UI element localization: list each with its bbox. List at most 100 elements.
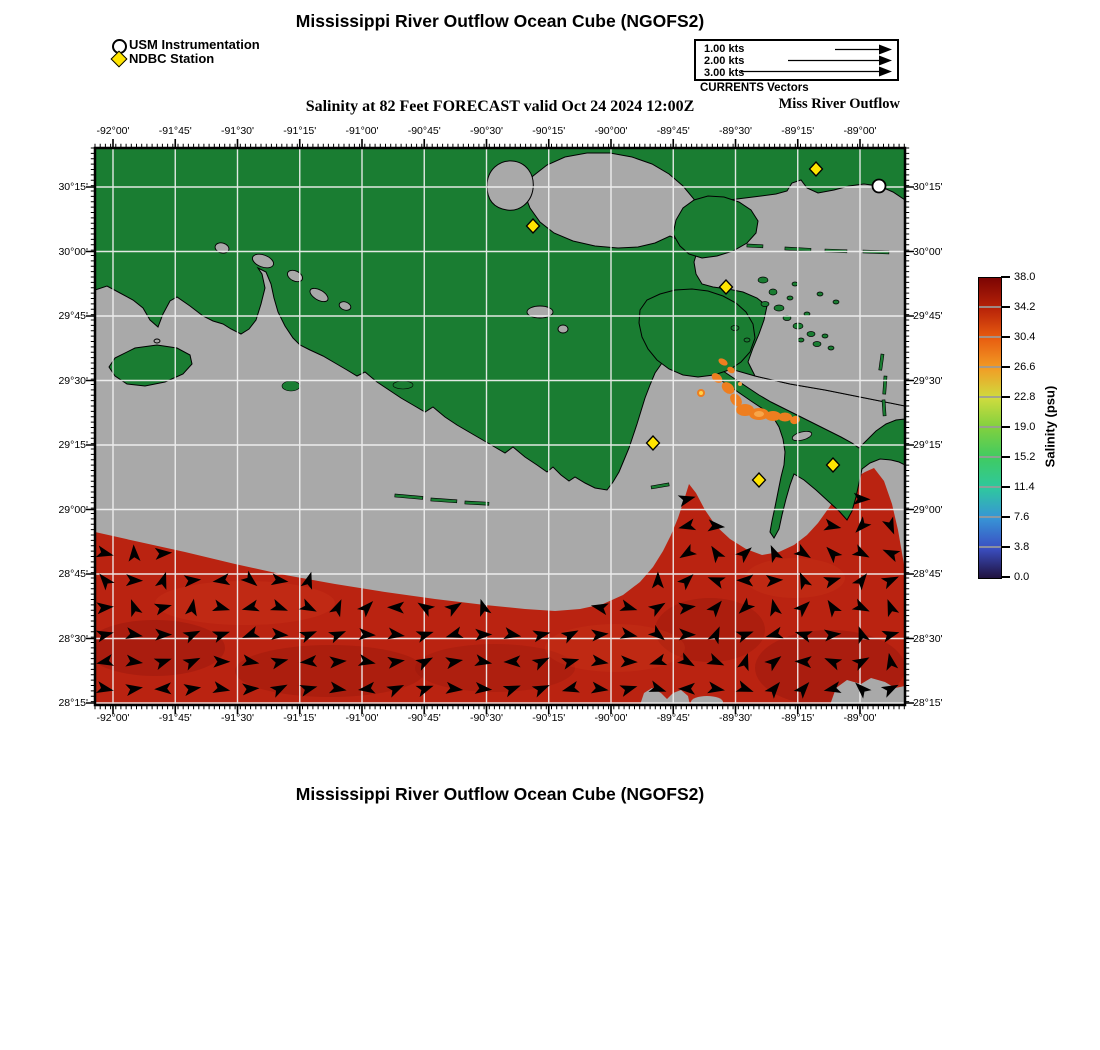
current-vector-icon	[96, 602, 114, 615]
current-vector-icon	[735, 547, 752, 564]
current-vector-icon	[154, 682, 172, 695]
colorbar-level-line	[979, 336, 1001, 338]
x-tick-label-bottom: -92°00'	[96, 712, 130, 724]
y-tick-label-left: 29°30'	[58, 374, 88, 387]
current-vector-icon	[880, 684, 899, 698]
y-tick-label-left: 28°45'	[58, 568, 88, 580]
current-vector-icon	[357, 601, 374, 618]
currents-legend-rows: 1.00 kts 2.00 kts 3.00 kts	[696, 41, 897, 79]
colorbar-tick	[1001, 516, 1010, 518]
lake-maurepas	[486, 160, 534, 211]
current-vector-icon	[270, 657, 289, 670]
y-tick-label-right: 28°30'	[913, 632, 943, 645]
region-label: Miss River Outflow	[778, 96, 900, 112]
current-vector-icon	[128, 544, 141, 562]
x-tick-label-bottom: -91°45'	[158, 712, 192, 724]
current-vector-icon	[887, 599, 900, 618]
x-tick-label-bottom: -90°00'	[594, 712, 628, 724]
x-tick-label-top: -89°15'	[781, 125, 815, 137]
current-vector-icon	[153, 603, 172, 616]
current-vector-icon	[182, 657, 201, 671]
colorbar-tick	[1001, 456, 1010, 458]
figure-title: Mississippi River Outflow Ocean Cube (NG…	[295, 11, 705, 31]
colorbar-level-line	[979, 426, 1001, 428]
usm-legend-label: USM Instrumentation	[129, 37, 260, 52]
biloxi-marsh-islets	[730, 276, 840, 351]
current-vector-icon	[212, 681, 231, 694]
marsh-island	[108, 344, 193, 387]
current-vector-icon	[415, 685, 434, 698]
colorbar-tick	[1001, 546, 1010, 548]
ndbc-station-marker	[825, 457, 841, 473]
x-tick-label-bottom: -91°30'	[220, 712, 255, 724]
x-tick-label-bottom: -90°45'	[407, 712, 441, 724]
current-vector-icon	[827, 599, 842, 618]
current-vector-icon	[648, 680, 667, 692]
axis-minor-ticks	[90, 143, 910, 710]
ndbc-station-marker	[718, 279, 734, 295]
current-vector-icon	[182, 630, 201, 644]
current-vector-icon	[707, 577, 726, 589]
current-vector-icon	[764, 656, 782, 672]
current-vector-icon	[213, 655, 231, 668]
current-vector-icon	[99, 573, 115, 591]
x-tick-label-top: -91°45'	[158, 125, 192, 137]
colorbar-axis-label: Salinity (psu)	[1042, 385, 1058, 468]
current-vector-icon	[269, 598, 288, 611]
current-vector-icon	[823, 518, 842, 531]
current-vector-icon	[242, 683, 260, 696]
x-tick-label-bottom: -89°00'	[843, 712, 877, 724]
current-vector-icon	[678, 518, 697, 531]
current-vector-icon	[706, 600, 722, 618]
current-vector-icon	[881, 630, 900, 643]
current-vector-icon	[444, 602, 462, 617]
y-tick-label-right: 28°45'	[913, 568, 943, 580]
colorbar-tick-label: 22.8	[1014, 391, 1036, 403]
current-vector-icon	[619, 685, 638, 697]
current-vector-icon	[298, 598, 317, 612]
colorbar-tick-label: 3.8	[1014, 541, 1030, 553]
current-vector-icon	[183, 575, 202, 588]
x-tick-label-top: -89°00'	[843, 125, 877, 137]
current-vector-icon	[770, 545, 784, 564]
colorbar-tick-label: 30.4	[1014, 331, 1036, 343]
current-vector-icon	[445, 657, 464, 670]
current-vector-icon	[560, 630, 579, 644]
current-vector-icon	[357, 681, 376, 694]
current-vector-icon	[678, 628, 696, 641]
current-vector-icon	[387, 601, 405, 614]
current-vector-icon	[707, 519, 726, 532]
pearl-river-marsh	[672, 195, 759, 259]
x-tick-label-bottom: -89°30'	[718, 712, 753, 724]
current-vector-icon	[851, 657, 870, 671]
currents-legend-caption: CURRENTS Vectors	[700, 82, 809, 94]
colorbar-tick	[1001, 576, 1010, 578]
current-vector-icon	[678, 682, 696, 695]
current-vector-icon	[328, 631, 347, 644]
x-tick-label-top: -90°30'	[469, 125, 504, 137]
x-tick-label-bottom: -89°45'	[656, 712, 690, 724]
current-vector-icon	[299, 654, 318, 667]
colorbar-level-line	[979, 546, 1001, 548]
colorbar-tick	[1001, 486, 1010, 488]
x-tick-label-top: -91°30'	[220, 125, 255, 137]
y-tick-label-left: 29°15'	[58, 439, 88, 451]
currents-scale-arrowhead-icon	[879, 66, 892, 77]
current-vector-icon	[242, 626, 261, 638]
current-vector-icon	[269, 684, 288, 698]
colorbar-tick-label: 34.2	[1014, 301, 1036, 313]
x-tick-label-bottom: -90°30'	[469, 712, 504, 724]
y-tick-label-right: 30°15'	[913, 181, 943, 193]
current-vector-icon	[590, 654, 609, 667]
colorbar-level-line	[979, 456, 1001, 458]
colorbar-tick-label: 26.6	[1014, 361, 1036, 373]
current-vector-icon	[211, 631, 230, 643]
current-vector-icon	[765, 574, 784, 587]
current-vector-icon	[737, 653, 749, 672]
current-vector-icon	[357, 654, 376, 666]
current-vector-icon	[649, 653, 668, 666]
x-tick-label-top: -89°30'	[718, 125, 753, 137]
x-tick-label-top: -92°00'	[96, 125, 130, 137]
x-tick-label-top: -89°45'	[656, 125, 690, 137]
currents-scale-arrowhead-icon	[879, 55, 892, 66]
